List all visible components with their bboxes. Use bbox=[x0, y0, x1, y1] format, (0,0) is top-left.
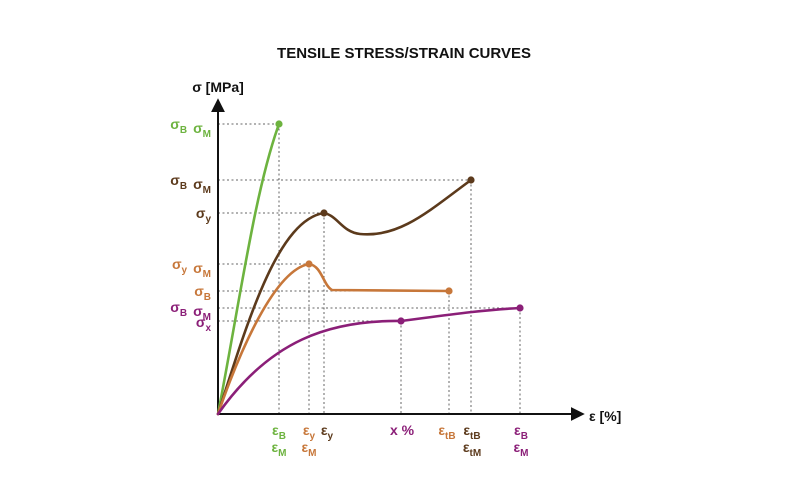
xlabel-orange-tb: εtB bbox=[438, 422, 455, 442]
ylabel-orange-b: σB bbox=[194, 283, 211, 303]
xlabel-orange-m: εM bbox=[302, 439, 317, 459]
x-labels: εB εM εy εM εy x % εtB εtB εtM εB εM bbox=[272, 422, 529, 459]
point-purple-bm bbox=[516, 304, 524, 312]
xlabel-orange-y: εy bbox=[303, 422, 316, 442]
curve-purple bbox=[216, 306, 522, 416]
point-brown-bm bbox=[467, 176, 475, 184]
y-labels: σB σM σB σM σy σy σM σB σB σM σx bbox=[170, 116, 211, 334]
ylabel-purple-x: σx bbox=[196, 314, 212, 334]
curve-green bbox=[216, 122, 281, 416]
xlabel-purple-m: εM bbox=[514, 439, 529, 459]
xlabel-purple-b: εB bbox=[514, 422, 528, 442]
curves bbox=[216, 122, 522, 416]
ylabel-orange-ym: σy σM bbox=[172, 256, 211, 280]
xlabel-green-m: εM bbox=[272, 439, 287, 459]
guide-lines bbox=[218, 123, 521, 414]
point-brown-y bbox=[320, 209, 328, 217]
curve-brown bbox=[216, 178, 473, 416]
curve-orange bbox=[216, 262, 451, 416]
point-purple-x bbox=[397, 317, 405, 325]
ylabel-purple-bm: σB σM bbox=[170, 299, 211, 323]
xlabel-brown-tb: εtB bbox=[463, 422, 480, 442]
point-orange-ym bbox=[305, 260, 313, 268]
xlabel-brown-tm: εtM bbox=[463, 439, 481, 459]
y-axis-label: σ [MPa] bbox=[192, 79, 244, 95]
ylabel-brown-bm: σB σM bbox=[170, 172, 211, 196]
xlabel-purple-x: x % bbox=[390, 422, 415, 438]
xlabel-green-b: εB bbox=[272, 422, 286, 442]
xlabel-brown-y: εy bbox=[321, 422, 334, 442]
point-green-bm bbox=[275, 120, 283, 128]
point-orange-b bbox=[445, 287, 453, 295]
points bbox=[275, 120, 524, 325]
ylabel-brown-y: σy bbox=[196, 205, 212, 225]
chart-title: TENSILE STRESS/STRAIN CURVES bbox=[277, 45, 531, 62]
ylabel-green-bm: σB σM bbox=[170, 116, 211, 140]
x-axis-label: ε [%] bbox=[589, 408, 621, 424]
